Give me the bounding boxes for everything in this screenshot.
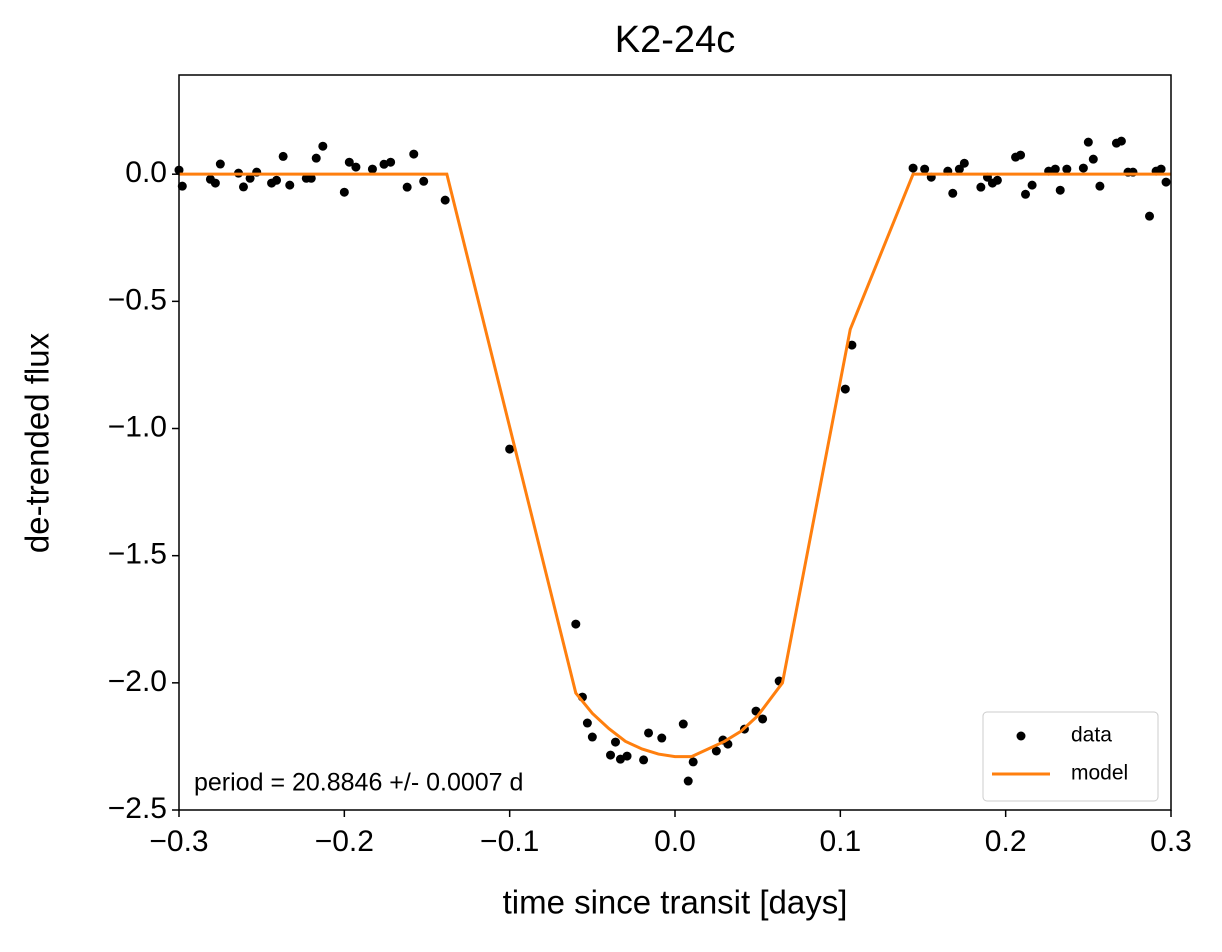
data-point [278, 151, 288, 161]
data-point [644, 728, 654, 738]
x-axis-label: time since transit [days] [503, 884, 848, 921]
legend-box [982, 711, 1159, 802]
data-point [1083, 137, 1093, 147]
data-point [657, 733, 667, 743]
data-point [402, 182, 412, 192]
x-tick-label: −0.2 [315, 825, 374, 858]
data-point [639, 755, 649, 765]
data-point [367, 164, 377, 174]
data-point [318, 141, 328, 151]
data-point [215, 159, 225, 169]
data-point [948, 188, 958, 198]
data-point [1145, 211, 1155, 221]
data-point [1078, 163, 1088, 173]
data-point [351, 162, 361, 172]
annotation: period = 20.8846 +/- 0.0007 d [194, 769, 523, 797]
y-axis-label: de-trended flux [19, 332, 56, 553]
data-point [683, 776, 693, 786]
data-point [1027, 180, 1037, 190]
data-point [1021, 189, 1031, 199]
data-point [587, 732, 597, 742]
y-tick-label: −1.0 [108, 410, 167, 443]
data-point [1116, 136, 1126, 146]
y-tick-label: −0.5 [108, 283, 167, 316]
data-point [1016, 150, 1026, 160]
data-point [954, 164, 964, 174]
data-point [306, 173, 316, 183]
data-point [505, 444, 515, 454]
data-point [622, 751, 632, 761]
data-point [419, 176, 429, 186]
data-point [688, 757, 698, 767]
legend-label: model [1071, 762, 1128, 785]
y-tick-label: 0.0 [125, 156, 167, 189]
data-point [1050, 164, 1060, 174]
model-line [179, 172, 1171, 759]
plot-frame [178, 74, 1172, 811]
data-point [976, 182, 986, 192]
data-point [1156, 164, 1166, 174]
x-tick-label: 0.2 [985, 825, 1027, 858]
data-point [992, 175, 1002, 185]
data-point [1161, 177, 1171, 187]
x-tick-label: 0.3 [1150, 825, 1192, 858]
x-tick-label: −0.1 [480, 825, 539, 858]
data-point [847, 340, 857, 350]
data-point [409, 149, 419, 159]
y-tick-label: −2.5 [108, 792, 167, 825]
legend-marker [1016, 731, 1026, 741]
data-point [386, 157, 396, 167]
legend-label: data [1071, 724, 1112, 747]
data-point [1095, 181, 1105, 191]
data-point [339, 187, 349, 197]
data-point [840, 384, 850, 394]
data-point [758, 714, 768, 724]
y-tick-label: −1.5 [108, 538, 167, 571]
y-tick-label: −2.0 [108, 665, 167, 698]
data-point [610, 737, 620, 747]
data-point [1055, 185, 1065, 195]
x-tick-label: 0.1 [819, 825, 861, 858]
data-point [311, 153, 321, 163]
x-tick-label: −0.3 [149, 825, 208, 858]
data-point [678, 719, 688, 729]
data-point [571, 619, 581, 629]
data-point [1062, 164, 1072, 174]
data-point [1088, 154, 1098, 164]
data-point [344, 157, 354, 167]
data-point [272, 175, 282, 185]
data-point [440, 195, 450, 205]
data-point [238, 182, 248, 192]
data-point [285, 180, 295, 190]
data-point [177, 181, 187, 191]
data-point [245, 173, 255, 183]
data-point [606, 750, 616, 760]
data-point [210, 178, 220, 188]
data-point [908, 163, 918, 173]
data-point [711, 746, 721, 756]
x-tick-label: 0.0 [654, 825, 696, 858]
chart-title: K2-24c [615, 19, 735, 61]
data-point [582, 718, 592, 728]
data-point [920, 164, 930, 174]
data-point [959, 158, 969, 168]
